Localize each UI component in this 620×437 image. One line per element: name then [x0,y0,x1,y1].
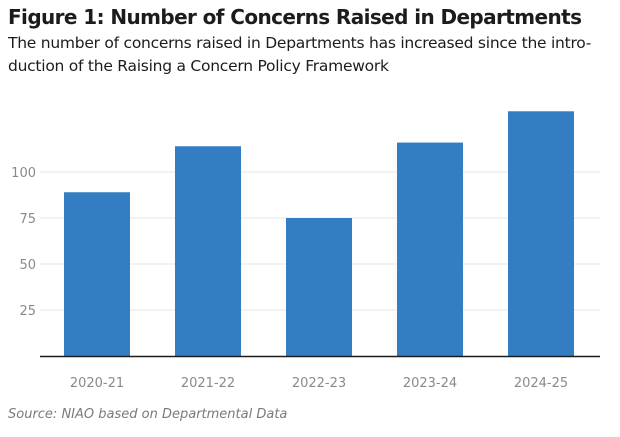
source-note: Source: NIAO based on Departmental Data [8,407,288,422]
x-tick-label: 2023-24 [403,376,457,391]
chart-subtitle: The number of concerns raised in Departm… [8,32,598,78]
y-tick-label: 100 [11,166,36,181]
subtitle-line-2: duction of the Raising a Concern Policy … [8,57,389,75]
bar-2022-23 [286,218,352,356]
x-axis-ticks: 2020-21 2021-22 2022-23 2023-24 2024-25 [70,376,568,391]
y-tick-label: 75 [19,212,36,227]
bar-2023-24 [397,142,463,356]
x-tick-label: 2020-21 [70,376,124,391]
y-tick-label: 25 [19,304,36,319]
x-tick-label: 2024-25 [514,376,568,391]
bar-2024-25 [508,111,574,356]
bar-2021-22 [175,146,241,356]
bars [64,111,574,356]
bar-2020-21 [64,192,130,356]
subtitle-line-1: The number of concerns raised in Departm… [8,34,592,52]
x-tick-label: 2022-23 [292,376,346,391]
y-tick-label: 50 [19,258,36,273]
x-tick-label: 2021-22 [181,376,235,391]
y-axis-ticks: 25 50 75 100 [11,166,36,319]
chart-title: Figure 1: Number of Concerns Raised in D… [8,5,582,29]
